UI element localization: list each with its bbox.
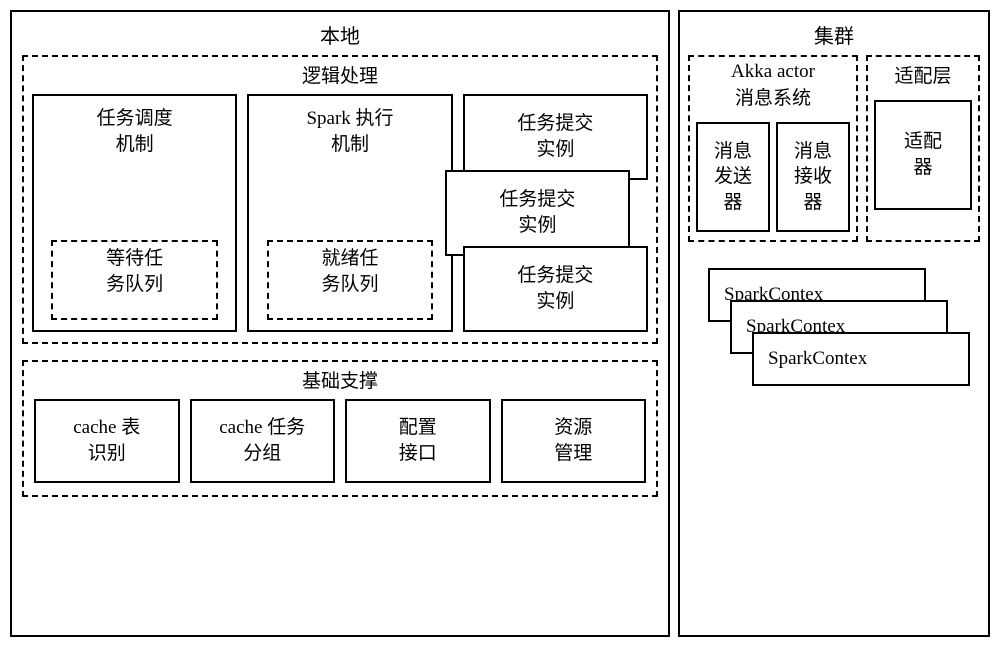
cluster-title: 集群	[688, 16, 980, 55]
submission-label-3: 任务提交 实例	[465, 248, 646, 330]
infrastructure-box: 基础支撑 cache 表 识别 cache 任务 分组 配置 接口 资源 管理	[22, 360, 658, 497]
adapter-label: 适配 器	[876, 102, 970, 208]
infra-label-0: cache 表 识别	[36, 401, 178, 481]
akka-title: Akka actor 消息系统	[696, 59, 850, 116]
sparkcontext-stack: SparkContex SparkContex SparkContex	[708, 268, 972, 398]
akka-row: 消息 发送 器 消息 接收 器	[696, 122, 850, 232]
waiting-queue-label: 等待任 务队列	[53, 242, 216, 301]
executor-col: Spark 执行 机制 就绪任 务队列	[247, 94, 452, 332]
infra-title: 基础支撑	[34, 364, 646, 399]
infra-label-2: 配置 接口	[347, 401, 489, 481]
scheduler-col: 任务调度 机制 等待任 务队列	[32, 94, 237, 332]
submission-col: 任务提交 实例 任务提交 实例 任务提交 实例	[463, 94, 648, 332]
submission-label-2: 任务提交 实例	[447, 172, 628, 254]
infra-row: cache 表 识别 cache 任务 分组 配置 接口 资源 管理	[34, 399, 646, 483]
local-panel: 本地 逻辑处理 任务调度 机制 等待任 务队列 Spark 执行 机制 就绪任 …	[10, 10, 670, 637]
adapt-cell-wrap: 适配 器	[874, 100, 972, 232]
infra-label-1: cache 任务 分组	[192, 401, 334, 481]
submission-card-3: 任务提交 实例	[463, 246, 648, 332]
adapter-box: 适配 器	[874, 100, 972, 210]
sparkcontext-label-3: SparkContex	[768, 348, 867, 370]
executor-label: Spark 执行 机制	[302, 102, 397, 161]
submission-card-2: 任务提交 实例	[445, 170, 630, 256]
submission-label-1: 任务提交 实例	[465, 96, 646, 178]
msg-sender-label: 消息 发送 器	[698, 124, 768, 230]
local-title: 本地	[22, 16, 658, 55]
msg-receiver-box: 消息 接收 器	[776, 122, 850, 232]
sparkcontext-card-3: SparkContex	[752, 332, 970, 386]
msg-sender-box: 消息 发送 器	[696, 122, 770, 232]
msg-receiver-label: 消息 接收 器	[778, 124, 848, 230]
infra-cell-cache-table: cache 表 识别	[34, 399, 180, 483]
logic-processing-box: 逻辑处理 任务调度 机制 等待任 务队列 Spark 执行 机制 就绪任 务队列…	[22, 55, 658, 344]
adaptation-box: 适配层 适配 器	[866, 55, 980, 242]
ready-queue-box: 就绪任 务队列	[267, 240, 434, 320]
infra-cell-config: 配置 接口	[345, 399, 491, 483]
akka-box: Akka actor 消息系统 消息 发送 器 消息 接收 器	[688, 55, 858, 242]
scheduler-label: 任务调度 机制	[93, 102, 177, 161]
cluster-panel: 集群 Akka actor 消息系统 消息 发送 器 消息 接收 器 适配层 适…	[678, 10, 990, 637]
adapt-title: 适配层	[874, 59, 972, 94]
submission-card-1: 任务提交 实例	[463, 94, 648, 180]
ready-queue-label: 就绪任 务队列	[269, 242, 432, 301]
infra-cell-cache-group: cache 任务 分组	[190, 399, 336, 483]
cluster-top-row: Akka actor 消息系统 消息 发送 器 消息 接收 器 适配层 适配 器	[688, 55, 980, 242]
infra-cell-resource: 资源 管理	[501, 399, 647, 483]
logic-title: 逻辑处理	[32, 59, 648, 94]
logic-row: 任务调度 机制 等待任 务队列 Spark 执行 机制 就绪任 务队列 任务提交…	[32, 94, 648, 332]
waiting-queue-box: 等待任 务队列	[51, 240, 218, 320]
infra-label-3: 资源 管理	[503, 401, 645, 481]
